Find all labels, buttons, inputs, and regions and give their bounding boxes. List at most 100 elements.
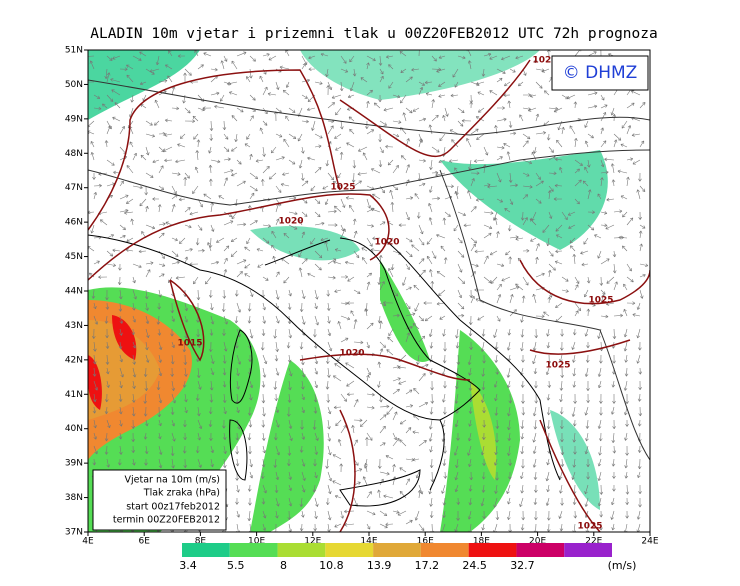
wind-arrow (457, 250, 465, 258)
wind-arrow (347, 94, 355, 99)
wind-arrow (504, 208, 511, 213)
wind-arrow (529, 94, 537, 98)
wind-arrow (236, 259, 247, 265)
wind-arrow (288, 380, 292, 391)
wind-arrow (334, 494, 342, 499)
lat-tick-label: 38N (65, 493, 83, 503)
isobar-label: 1020 (374, 238, 399, 248)
wind-arrow (313, 523, 317, 532)
wind-arrow (457, 55, 466, 60)
wind-arrow (418, 138, 423, 148)
wind-arrow (271, 244, 277, 252)
isobar-label: 1025 (577, 522, 602, 532)
wind-arrow (145, 146, 150, 156)
wind-arrow (405, 196, 414, 200)
wind-arrow (184, 107, 191, 114)
wind-arrow (505, 250, 511, 256)
wind-arrow (131, 432, 135, 442)
wind-arrow (431, 196, 441, 201)
wind-arrow (481, 523, 485, 531)
wind-arrow (119, 234, 126, 239)
wind-arrow (626, 125, 632, 135)
wind-arrow (236, 180, 246, 187)
wind-arrow (300, 419, 304, 430)
wind-arrow (455, 341, 460, 349)
wind-arrow (416, 211, 421, 219)
wind-arrow (366, 322, 374, 330)
wind-arrow (287, 393, 292, 403)
wind-arrow (477, 315, 485, 321)
wind-arrow (152, 197, 160, 201)
wind-arrow (587, 224, 595, 231)
wind-arrow (621, 120, 628, 129)
wind-arrow (411, 67, 420, 72)
wind-arrow (429, 185, 433, 193)
wind-arrow (637, 419, 642, 427)
wind-arrow (99, 219, 108, 226)
lat-tick-label: 40N (65, 424, 83, 434)
wind-arrow (400, 94, 407, 104)
wind-arrow (145, 419, 149, 427)
wind-arrow (365, 437, 369, 447)
wind-arrow (288, 432, 293, 441)
wind-arrow (210, 315, 215, 325)
map-area: 1025 1020 1020 1015 1020 1025 1025 1025 … (88, 50, 650, 532)
wind-arrow (272, 255, 277, 265)
wind-arrow (112, 55, 121, 60)
wind-arrow (559, 393, 563, 403)
wind-arrow (158, 432, 162, 440)
wind-arrow (554, 183, 563, 188)
wind-arrow (306, 107, 316, 112)
wind-arrow (639, 140, 645, 148)
wind-arrow (508, 458, 512, 466)
wind-arrow (467, 190, 472, 200)
wind-arrow (430, 471, 435, 483)
wind-arrow (366, 392, 375, 397)
isobar (299, 353, 471, 381)
wind-arrow (520, 419, 525, 429)
wind-arrow (310, 237, 316, 245)
wind-arrow (208, 146, 212, 154)
wind-arrow (275, 133, 283, 138)
wind-arrow (457, 107, 465, 114)
wind-arrow (548, 106, 559, 111)
wind-arrow (366, 89, 373, 96)
wind-arrow (442, 497, 447, 506)
wind-arrow (586, 458, 590, 468)
wind-arrow (572, 497, 577, 505)
wind-arrow (312, 484, 317, 493)
wind-arrow (301, 380, 305, 390)
legend-label: 5.5 (227, 559, 245, 572)
wind-arrow (261, 380, 266, 388)
wind-arrow (308, 55, 316, 60)
wind-arrow (132, 289, 137, 300)
wind-arrow (314, 315, 319, 326)
wind-arrow (569, 125, 576, 135)
wind-arrow (93, 432, 97, 440)
wind-area (88, 320, 160, 420)
wind-arrow (426, 237, 433, 245)
wind-arrow (183, 177, 187, 187)
wind-arrow (418, 258, 425, 265)
wind-arrow (189, 211, 199, 216)
wind-arrow (520, 471, 524, 480)
legend-swatch (325, 543, 374, 557)
wind-arrow (192, 115, 199, 122)
wind-arrow (532, 354, 537, 365)
wind-arrow (599, 354, 603, 364)
wind-arrow (91, 289, 96, 299)
lat-tick-label: 44N (65, 287, 83, 297)
wind-arrow (544, 90, 550, 96)
wind-arrow (417, 489, 422, 499)
wind-arrow (104, 445, 109, 455)
wind-arrow (262, 224, 272, 228)
wind-arrow (450, 93, 459, 98)
wind-arrow (334, 248, 342, 252)
wind-arrow (184, 68, 192, 76)
wind-arrow (598, 432, 603, 442)
wind-arrow (436, 233, 446, 239)
wind-arrow (378, 458, 382, 469)
wind-arrow (106, 419, 111, 429)
wind-arrow (441, 484, 446, 494)
wind-arrow (637, 445, 642, 453)
